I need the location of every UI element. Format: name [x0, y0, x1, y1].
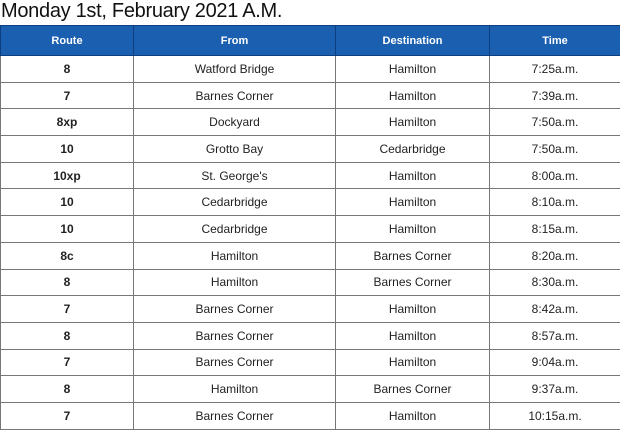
cell-destination: Hamilton [336, 162, 490, 189]
cell-from: Hamilton [134, 376, 336, 403]
cell-time: 8:15a.m. [490, 216, 620, 243]
cell-from: Cedarbridge [134, 189, 336, 216]
cell-time: 7:39a.m. [490, 82, 620, 109]
cell-route: 8 [1, 56, 134, 83]
column-header-from: From [134, 26, 336, 56]
cell-time: 8:00a.m. [490, 162, 620, 189]
cell-destination: Barnes Corner [336, 242, 490, 269]
cell-destination: Hamilton [336, 296, 490, 323]
cell-destination: Barnes Corner [336, 269, 490, 296]
page-title: Monday 1st, February 2021 A.M. [0, 0, 620, 25]
cell-from: Dockyard [134, 109, 336, 136]
cell-from: Barnes Corner [134, 296, 336, 323]
cell-time: 10:15a.m. [490, 402, 620, 429]
cell-destination: Hamilton [336, 189, 490, 216]
cell-route: 7 [1, 402, 134, 429]
cell-route: 8xp [1, 109, 134, 136]
cell-route: 10 [1, 189, 134, 216]
cell-route: 10 [1, 216, 134, 243]
column-header-time: Time [490, 26, 620, 56]
cell-route: 8c [1, 242, 134, 269]
cell-destination: Hamilton [336, 216, 490, 243]
cell-from: Barnes Corner [134, 82, 336, 109]
cell-route: 7 [1, 349, 134, 376]
cell-from: Grotto Bay [134, 136, 336, 163]
header-row: Route From Destination Time [1, 26, 620, 56]
cell-from: Barnes Corner [134, 322, 336, 349]
cell-time: 8:57a.m. [490, 322, 620, 349]
cell-from: Cedarbridge [134, 216, 336, 243]
cell-route: 8 [1, 269, 134, 296]
cell-time: 9:04a.m. [490, 349, 620, 376]
cell-time: 9:37a.m. [490, 376, 620, 403]
cell-destination: Hamilton [336, 322, 490, 349]
cell-time: 7:25a.m. [490, 56, 620, 83]
cell-destination: Hamilton [336, 402, 490, 429]
cell-from: Hamilton [134, 242, 336, 269]
cell-time: 7:50a.m. [490, 136, 620, 163]
cell-route: 8 [1, 322, 134, 349]
cell-from: Barnes Corner [134, 349, 336, 376]
cell-destination: Cedarbridge [336, 136, 490, 163]
cell-route: 7 [1, 82, 134, 109]
cell-route: 10xp [1, 162, 134, 189]
column-header-route: Route [1, 26, 134, 56]
cell-destination: Hamilton [336, 56, 490, 83]
cell-time: 8:10a.m. [490, 189, 620, 216]
cell-destination: Hamilton [336, 349, 490, 376]
cell-from: Hamilton [134, 269, 336, 296]
cell-route: 8 [1, 376, 134, 403]
cell-from: Watford Bridge [134, 56, 336, 83]
cell-destination: Hamilton [336, 109, 490, 136]
cell-time: 8:30a.m. [490, 269, 620, 296]
cell-destination: Barnes Corner [336, 376, 490, 403]
cell-time: 7:50a.m. [490, 109, 620, 136]
cell-destination: Hamilton [336, 82, 490, 109]
cell-route: 7 [1, 296, 134, 323]
cell-time: 8:42a.m. [490, 296, 620, 323]
cell-from: Barnes Corner [134, 402, 336, 429]
column-header-destination: Destination [336, 26, 490, 56]
cell-from: St. George's [134, 162, 336, 189]
cell-route: 10 [1, 136, 134, 163]
cell-time: 8:20a.m. [490, 242, 620, 269]
